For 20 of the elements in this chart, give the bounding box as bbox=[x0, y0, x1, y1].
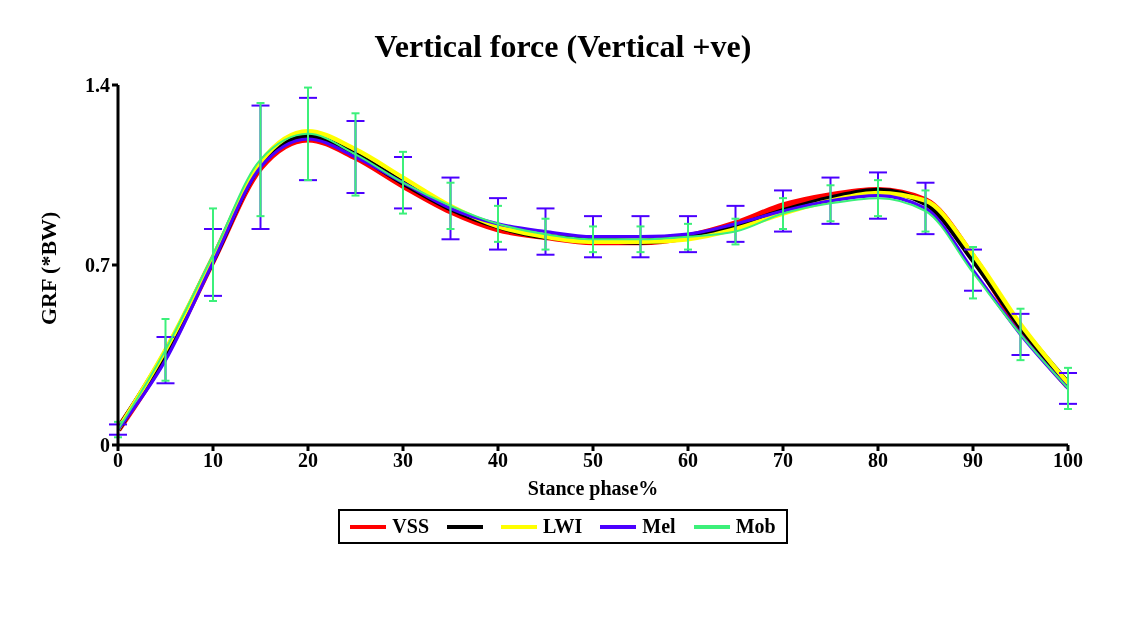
y-tick-label: 0 bbox=[100, 434, 110, 457]
x-tick-label: 100 bbox=[1053, 449, 1083, 472]
x-axis-title: Stance phase% bbox=[527, 477, 659, 500]
x-tick-label: 30 bbox=[393, 449, 413, 472]
x-tick-label: 60 bbox=[678, 449, 698, 472]
x-tick-label: 20 bbox=[298, 449, 318, 472]
x-tick-label: 40 bbox=[488, 449, 508, 472]
x-tick-label: 80 bbox=[868, 449, 888, 472]
x-tick-label: 10 bbox=[203, 449, 223, 472]
legend-label: VSS bbox=[392, 515, 430, 538]
x-tick-label: 50 bbox=[583, 449, 603, 472]
legend-label: LWI bbox=[543, 515, 583, 538]
y-tick-label: 0.7 bbox=[85, 254, 110, 277]
legend-label: Mel bbox=[642, 515, 676, 538]
legend-label: Mob bbox=[735, 515, 776, 538]
chart-title: Vertical force (Vertical +ve) bbox=[373, 28, 753, 65]
y-axis-title: GRF (*BW) bbox=[35, 211, 61, 325]
x-tick-label: 70 bbox=[773, 449, 793, 472]
x-tick-label: 90 bbox=[963, 449, 983, 472]
y-tick-label: 1.4 bbox=[85, 74, 110, 97]
